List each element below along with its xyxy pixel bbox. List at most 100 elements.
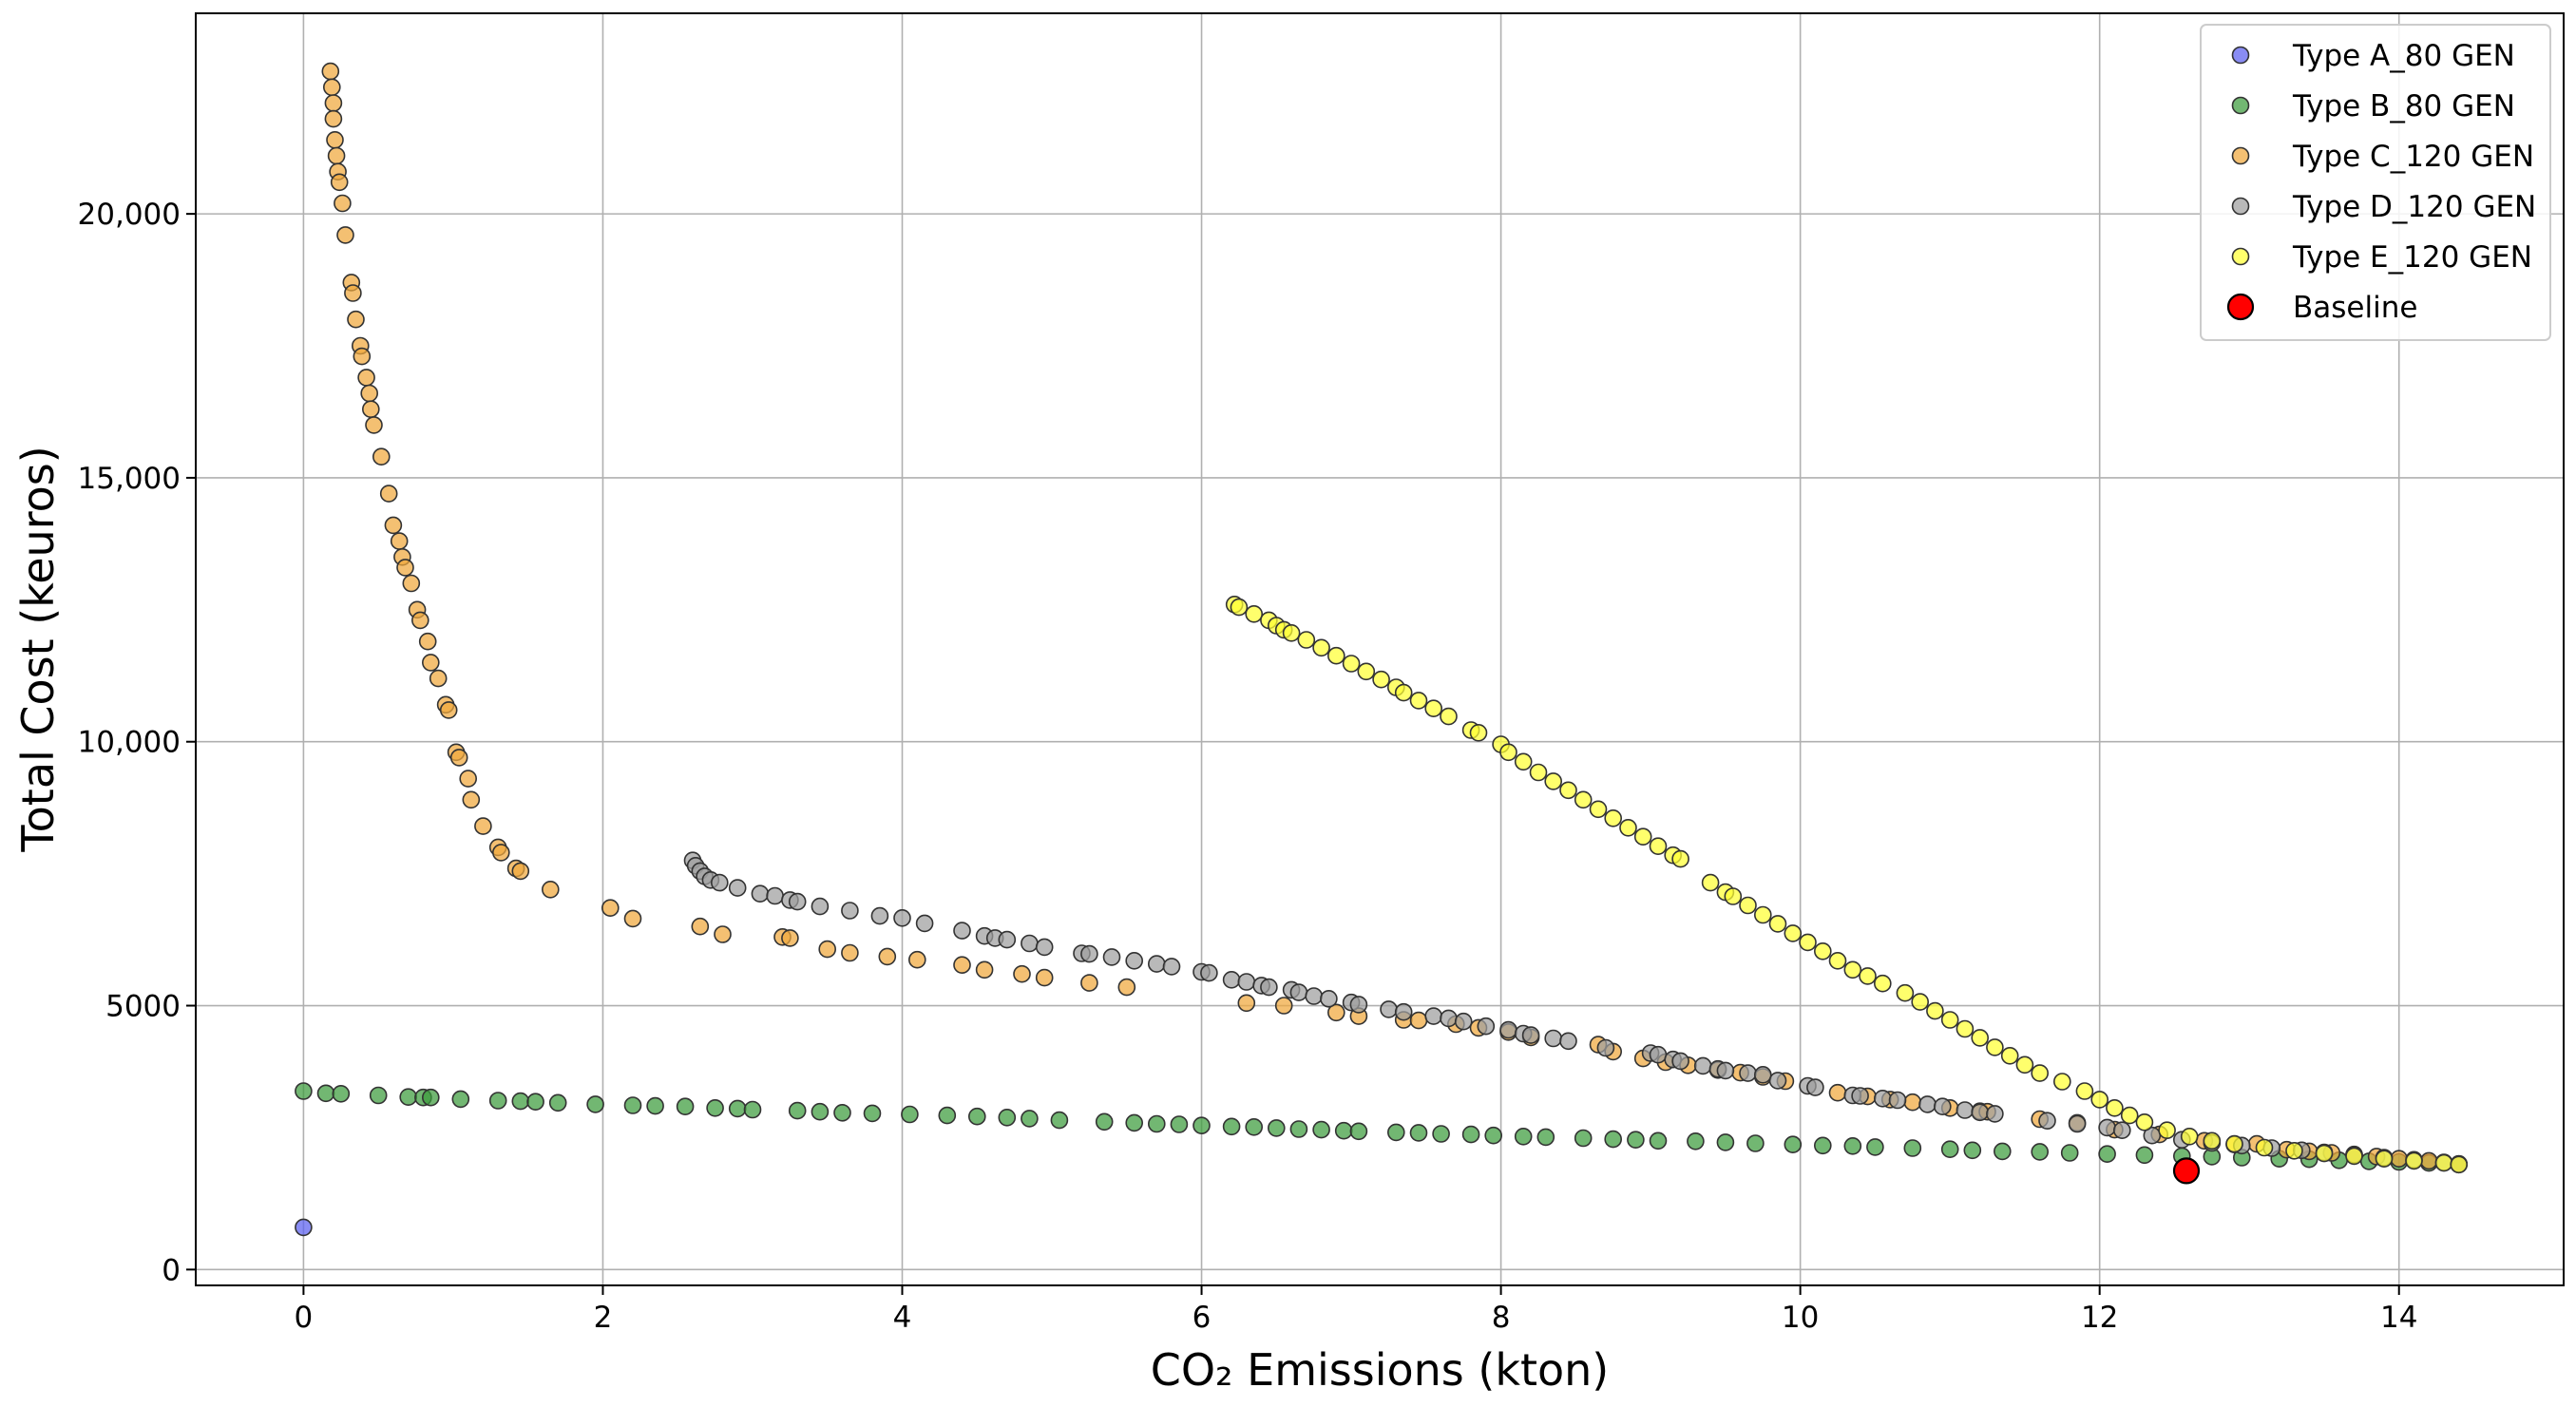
data-point bbox=[1768, 915, 1787, 933]
data-point bbox=[788, 892, 807, 911]
series-type-b-80-gen bbox=[295, 1082, 2468, 1173]
data-point bbox=[1432, 1125, 1450, 1143]
data-point bbox=[2031, 1143, 2049, 1161]
data-point bbox=[1940, 1011, 1959, 1029]
data-point bbox=[2345, 1147, 2363, 1166]
series-baseline bbox=[2172, 1157, 2201, 1185]
data-point bbox=[1102, 948, 1121, 966]
data-point bbox=[1971, 1103, 1989, 1122]
data-point bbox=[1148, 1114, 1166, 1133]
data-point bbox=[1926, 1001, 1944, 1020]
data-point bbox=[1604, 808, 1622, 827]
data-point bbox=[1222, 1117, 1241, 1136]
data-point bbox=[841, 943, 859, 962]
data-point bbox=[1596, 1038, 1615, 1057]
data-point bbox=[1387, 1123, 1405, 1142]
data-point bbox=[2038, 1112, 2056, 1130]
data-point bbox=[1095, 1112, 1114, 1131]
data-point bbox=[1461, 1125, 1480, 1144]
data-point bbox=[1170, 1115, 1189, 1133]
data-point bbox=[1529, 763, 1548, 782]
data-point bbox=[462, 790, 481, 809]
data-point bbox=[326, 131, 344, 149]
series-type-e-120-gen bbox=[1225, 595, 2468, 1174]
data-point bbox=[2031, 1064, 2049, 1082]
data-point bbox=[1956, 1019, 1975, 1038]
data-point bbox=[1934, 1097, 1952, 1115]
data-point bbox=[1334, 1121, 1353, 1140]
data-point bbox=[1903, 1139, 1922, 1157]
data-point bbox=[1499, 1020, 1517, 1039]
data-point bbox=[1574, 790, 1593, 809]
data-point bbox=[334, 194, 352, 213]
data-point bbox=[646, 1096, 664, 1115]
data-point bbox=[1896, 983, 1915, 1002]
data-point bbox=[1784, 924, 1803, 942]
legend-marker bbox=[2226, 293, 2255, 321]
data-point bbox=[1874, 1090, 1892, 1108]
data-point bbox=[327, 146, 346, 165]
data-points bbox=[295, 62, 2468, 1237]
data-point bbox=[1514, 1128, 1533, 1146]
data-point bbox=[1499, 743, 1517, 762]
data-point bbox=[365, 416, 383, 434]
data-point bbox=[1440, 1009, 1458, 1028]
baseline-point bbox=[2172, 1157, 2201, 1185]
data-point bbox=[526, 1093, 544, 1111]
data-point bbox=[1994, 1142, 2012, 1161]
data-point bbox=[901, 1105, 919, 1124]
data-point bbox=[347, 310, 365, 329]
data-point bbox=[410, 611, 429, 630]
data-point bbox=[360, 384, 379, 403]
data-point bbox=[439, 701, 458, 719]
y-axis-label: Total Cost (keuros) bbox=[12, 446, 64, 852]
data-point bbox=[361, 400, 380, 419]
legend-box bbox=[2200, 24, 2551, 341]
axis-ticks: 0 2 4 6 8 10 12 14 0 5000 10,000 15,000 20,000 bbox=[78, 198, 2418, 1335]
legend-label: Type B_80 GEN bbox=[2292, 89, 2515, 124]
data-point bbox=[1843, 1137, 1862, 1155]
data-point bbox=[1716, 1133, 1735, 1151]
data-point bbox=[421, 1088, 440, 1107]
data-point bbox=[1148, 955, 1166, 973]
data-point bbox=[1274, 997, 1293, 1015]
data-point bbox=[691, 917, 710, 936]
data-point bbox=[623, 1096, 642, 1114]
data-point bbox=[402, 574, 421, 593]
data-point bbox=[344, 284, 362, 302]
data-point bbox=[2450, 1155, 2468, 1174]
data-point bbox=[938, 1106, 957, 1125]
data-point bbox=[1222, 971, 1241, 989]
data-point bbox=[953, 956, 971, 975]
data-point bbox=[459, 770, 478, 788]
data-point bbox=[2015, 1055, 2034, 1074]
data-point bbox=[1716, 1061, 1735, 1080]
data-point bbox=[1021, 1110, 1039, 1128]
data-point bbox=[1918, 1095, 1937, 1113]
data-point bbox=[1230, 598, 1249, 617]
data-point bbox=[1888, 1091, 1907, 1110]
data-point bbox=[953, 922, 971, 940]
data-point bbox=[1013, 964, 1031, 983]
data-point bbox=[2225, 1134, 2243, 1153]
data-point bbox=[295, 1082, 313, 1100]
data-point bbox=[1627, 1131, 1645, 1149]
data-point bbox=[1305, 987, 1323, 1005]
legend-label: Type E_120 GEN bbox=[2292, 240, 2532, 275]
x-tick-label: 10 bbox=[1782, 1301, 1819, 1335]
data-point bbox=[714, 925, 732, 943]
x-tick-label: 0 bbox=[295, 1301, 314, 1335]
data-point bbox=[1828, 951, 1847, 970]
data-point bbox=[1162, 958, 1181, 976]
y-tick-label: 15,000 bbox=[78, 462, 181, 496]
data-point bbox=[372, 447, 391, 466]
legend-marker bbox=[2231, 96, 2250, 115]
data-point bbox=[511, 1092, 530, 1111]
data-point bbox=[1409, 1011, 1428, 1030]
data-point bbox=[2098, 1118, 2116, 1137]
y-tick-label: 10,000 bbox=[78, 726, 181, 760]
data-point bbox=[2000, 1047, 2019, 1065]
data-point bbox=[833, 1104, 851, 1122]
data-point bbox=[421, 654, 440, 672]
